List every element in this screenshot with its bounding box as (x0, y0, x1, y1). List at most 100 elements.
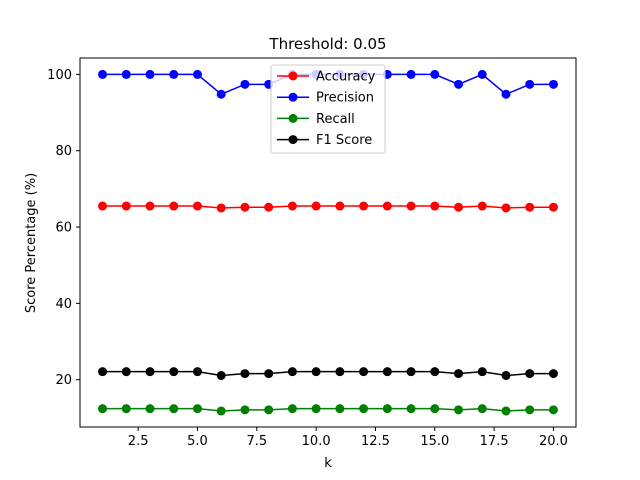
chart-title: Threshold: 0.05 (268, 35, 386, 53)
f1-score-point (406, 367, 416, 377)
f1-score-point (240, 369, 250, 379)
f1-score-point (548, 369, 558, 379)
accuracy-point (359, 201, 369, 211)
accuracy-point (501, 203, 511, 213)
recall-point (169, 404, 179, 414)
legend-marker-recall (288, 113, 298, 123)
accuracy-point (454, 202, 464, 212)
precision-point (240, 79, 250, 89)
accuracy-point (287, 201, 297, 211)
precision-point (216, 89, 226, 99)
f1-score-point (216, 370, 226, 380)
precision-point (525, 79, 535, 89)
precision-point (501, 89, 511, 99)
recall-point (406, 404, 416, 414)
x-tick-label: 5.0 (187, 434, 208, 449)
recall-point (525, 405, 535, 415)
series-recall (98, 404, 558, 416)
recall-point (477, 404, 487, 414)
accuracy-point (311, 201, 321, 211)
x-tick-label: 12.5 (361, 434, 390, 449)
recall-point (382, 404, 392, 414)
legend-label-recall: Recall (316, 112, 355, 127)
precision-point (477, 69, 487, 79)
accuracy-point (169, 201, 179, 211)
x-tick-label: 15.0 (420, 434, 449, 449)
x-tick-label: 7.5 (246, 434, 267, 449)
series-accuracy (98, 201, 558, 213)
recall-point (287, 404, 297, 414)
accuracy-point (382, 201, 392, 211)
accuracy-point (98, 201, 108, 211)
recall-point (430, 404, 440, 414)
recall-point (548, 405, 558, 415)
y-axis: 20 40 60 80 100 (47, 68, 80, 388)
accuracy-point (477, 201, 487, 211)
legend-box (270, 64, 386, 154)
f1-score-point (359, 367, 369, 377)
accuracy-point (240, 202, 250, 212)
recall-point (311, 404, 321, 414)
f1-score-point (454, 369, 464, 379)
legend-marker-accuracy (288, 71, 298, 81)
precision-point (192, 69, 202, 79)
precision-point (430, 69, 440, 79)
x-tick-label: 10.0 (302, 434, 331, 449)
f1-score-point (311, 367, 321, 377)
recall-point (98, 404, 108, 414)
f1-score-point (477, 367, 487, 377)
x-tick-label: 2.5 (128, 434, 149, 449)
f1-score-point (98, 367, 108, 377)
x-tick-label: 20.0 (539, 434, 568, 449)
accuracy-point (121, 201, 131, 211)
legend-marker-f1-score (288, 135, 298, 145)
recall-point (335, 404, 345, 414)
f1-score-point (525, 369, 535, 379)
f1-score-point (169, 367, 179, 377)
f1-score-point (192, 367, 202, 377)
legend-label-f1-score: F1 Score (316, 133, 372, 148)
y-tick-label: 40 (55, 297, 72, 312)
accuracy-point (145, 201, 155, 211)
precision-point (548, 79, 558, 89)
recall-point (145, 404, 155, 414)
legend-marker-precision (288, 92, 298, 102)
f1-score-point (145, 367, 155, 377)
recall-point (454, 405, 464, 415)
plot-frame (79, 57, 577, 428)
recall-point (192, 404, 202, 414)
precision-point (121, 69, 131, 79)
accuracy-point (406, 201, 416, 211)
f1-score-point (335, 367, 345, 377)
f1-score-point (501, 370, 511, 380)
y-tick-label: 80 (55, 144, 72, 159)
precision-point (98, 69, 108, 79)
x-axis-label: k (324, 456, 332, 471)
y-tick-label: 100 (47, 68, 72, 83)
accuracy-point (264, 202, 274, 212)
accuracy-point (335, 201, 345, 211)
recall-point (501, 406, 511, 416)
accuracy-point (192, 201, 202, 211)
precision-point (169, 69, 179, 79)
f1-score-point (287, 367, 297, 377)
y-tick-label: 20 (55, 373, 72, 388)
recall-point (121, 404, 131, 414)
f1-score-point (121, 367, 131, 377)
recall-point (216, 406, 226, 416)
recall-point (240, 405, 250, 415)
legend: Accuracy Precision Recall F1 Score (270, 64, 386, 154)
y-axis-label: Score Percentage (%) (24, 173, 39, 313)
recall-point (359, 404, 369, 414)
legend-label-precision: Precision (316, 91, 374, 106)
recall-point (264, 405, 274, 415)
f1-score-point (382, 367, 392, 377)
precision-point (454, 79, 464, 89)
y-tick-label: 60 (55, 221, 72, 236)
accuracy-point (430, 201, 440, 211)
x-tick-label: 17.5 (480, 434, 509, 449)
legend-label-accuracy: Accuracy (316, 70, 376, 85)
accuracy-point (525, 202, 535, 212)
accuracy-point (548, 202, 558, 212)
